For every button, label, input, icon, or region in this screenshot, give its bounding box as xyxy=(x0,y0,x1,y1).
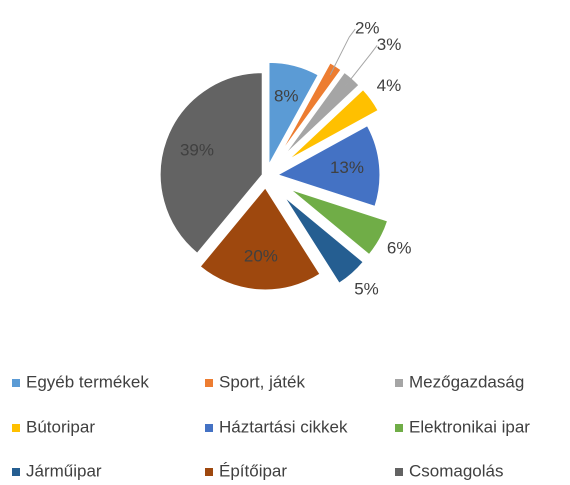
data-label: 13% xyxy=(330,158,364,177)
pie-slice xyxy=(276,125,381,208)
pie-slice xyxy=(284,71,360,156)
pie-slice xyxy=(290,189,389,256)
legend-marker xyxy=(205,379,213,387)
pie-slice xyxy=(159,72,263,254)
pie-slice xyxy=(280,62,342,153)
data-label: 20% xyxy=(244,247,278,266)
legend-label: Építőipar xyxy=(219,461,287,480)
data-label: 3% xyxy=(377,35,402,54)
legend-marker xyxy=(395,379,403,387)
legend-label: Csomagolás xyxy=(409,461,504,480)
legend-label: Bútoripar xyxy=(26,417,95,436)
data-label: 39% xyxy=(180,141,214,160)
legend-label: Háztartási cikkek xyxy=(219,417,348,436)
legend-marker xyxy=(12,468,20,476)
legend-marker xyxy=(205,424,213,432)
pie-slice xyxy=(284,196,364,284)
data-label: 2% xyxy=(355,19,380,38)
legend-label: Egyéb termékek xyxy=(26,372,149,391)
pie-slice xyxy=(199,187,321,291)
pie-slice xyxy=(268,61,319,165)
legend-marker xyxy=(395,468,403,476)
leader-line xyxy=(329,28,356,76)
legend-marker xyxy=(12,424,20,432)
data-label: 6% xyxy=(387,239,412,258)
legend-label: Sport, játék xyxy=(219,372,305,391)
legend-marker xyxy=(395,424,403,432)
data-label: 8% xyxy=(274,87,299,106)
legend-marker xyxy=(205,468,213,476)
legend-label: Elektronikai ipar xyxy=(409,417,530,436)
leader-line xyxy=(344,45,378,87)
data-label: 4% xyxy=(377,76,402,95)
legend-label: Mezőgazdaság xyxy=(409,372,524,391)
legend-label: Járműipar xyxy=(26,461,102,480)
legend-marker xyxy=(12,379,20,387)
pie-slice xyxy=(288,89,379,160)
data-label: 5% xyxy=(354,280,379,299)
